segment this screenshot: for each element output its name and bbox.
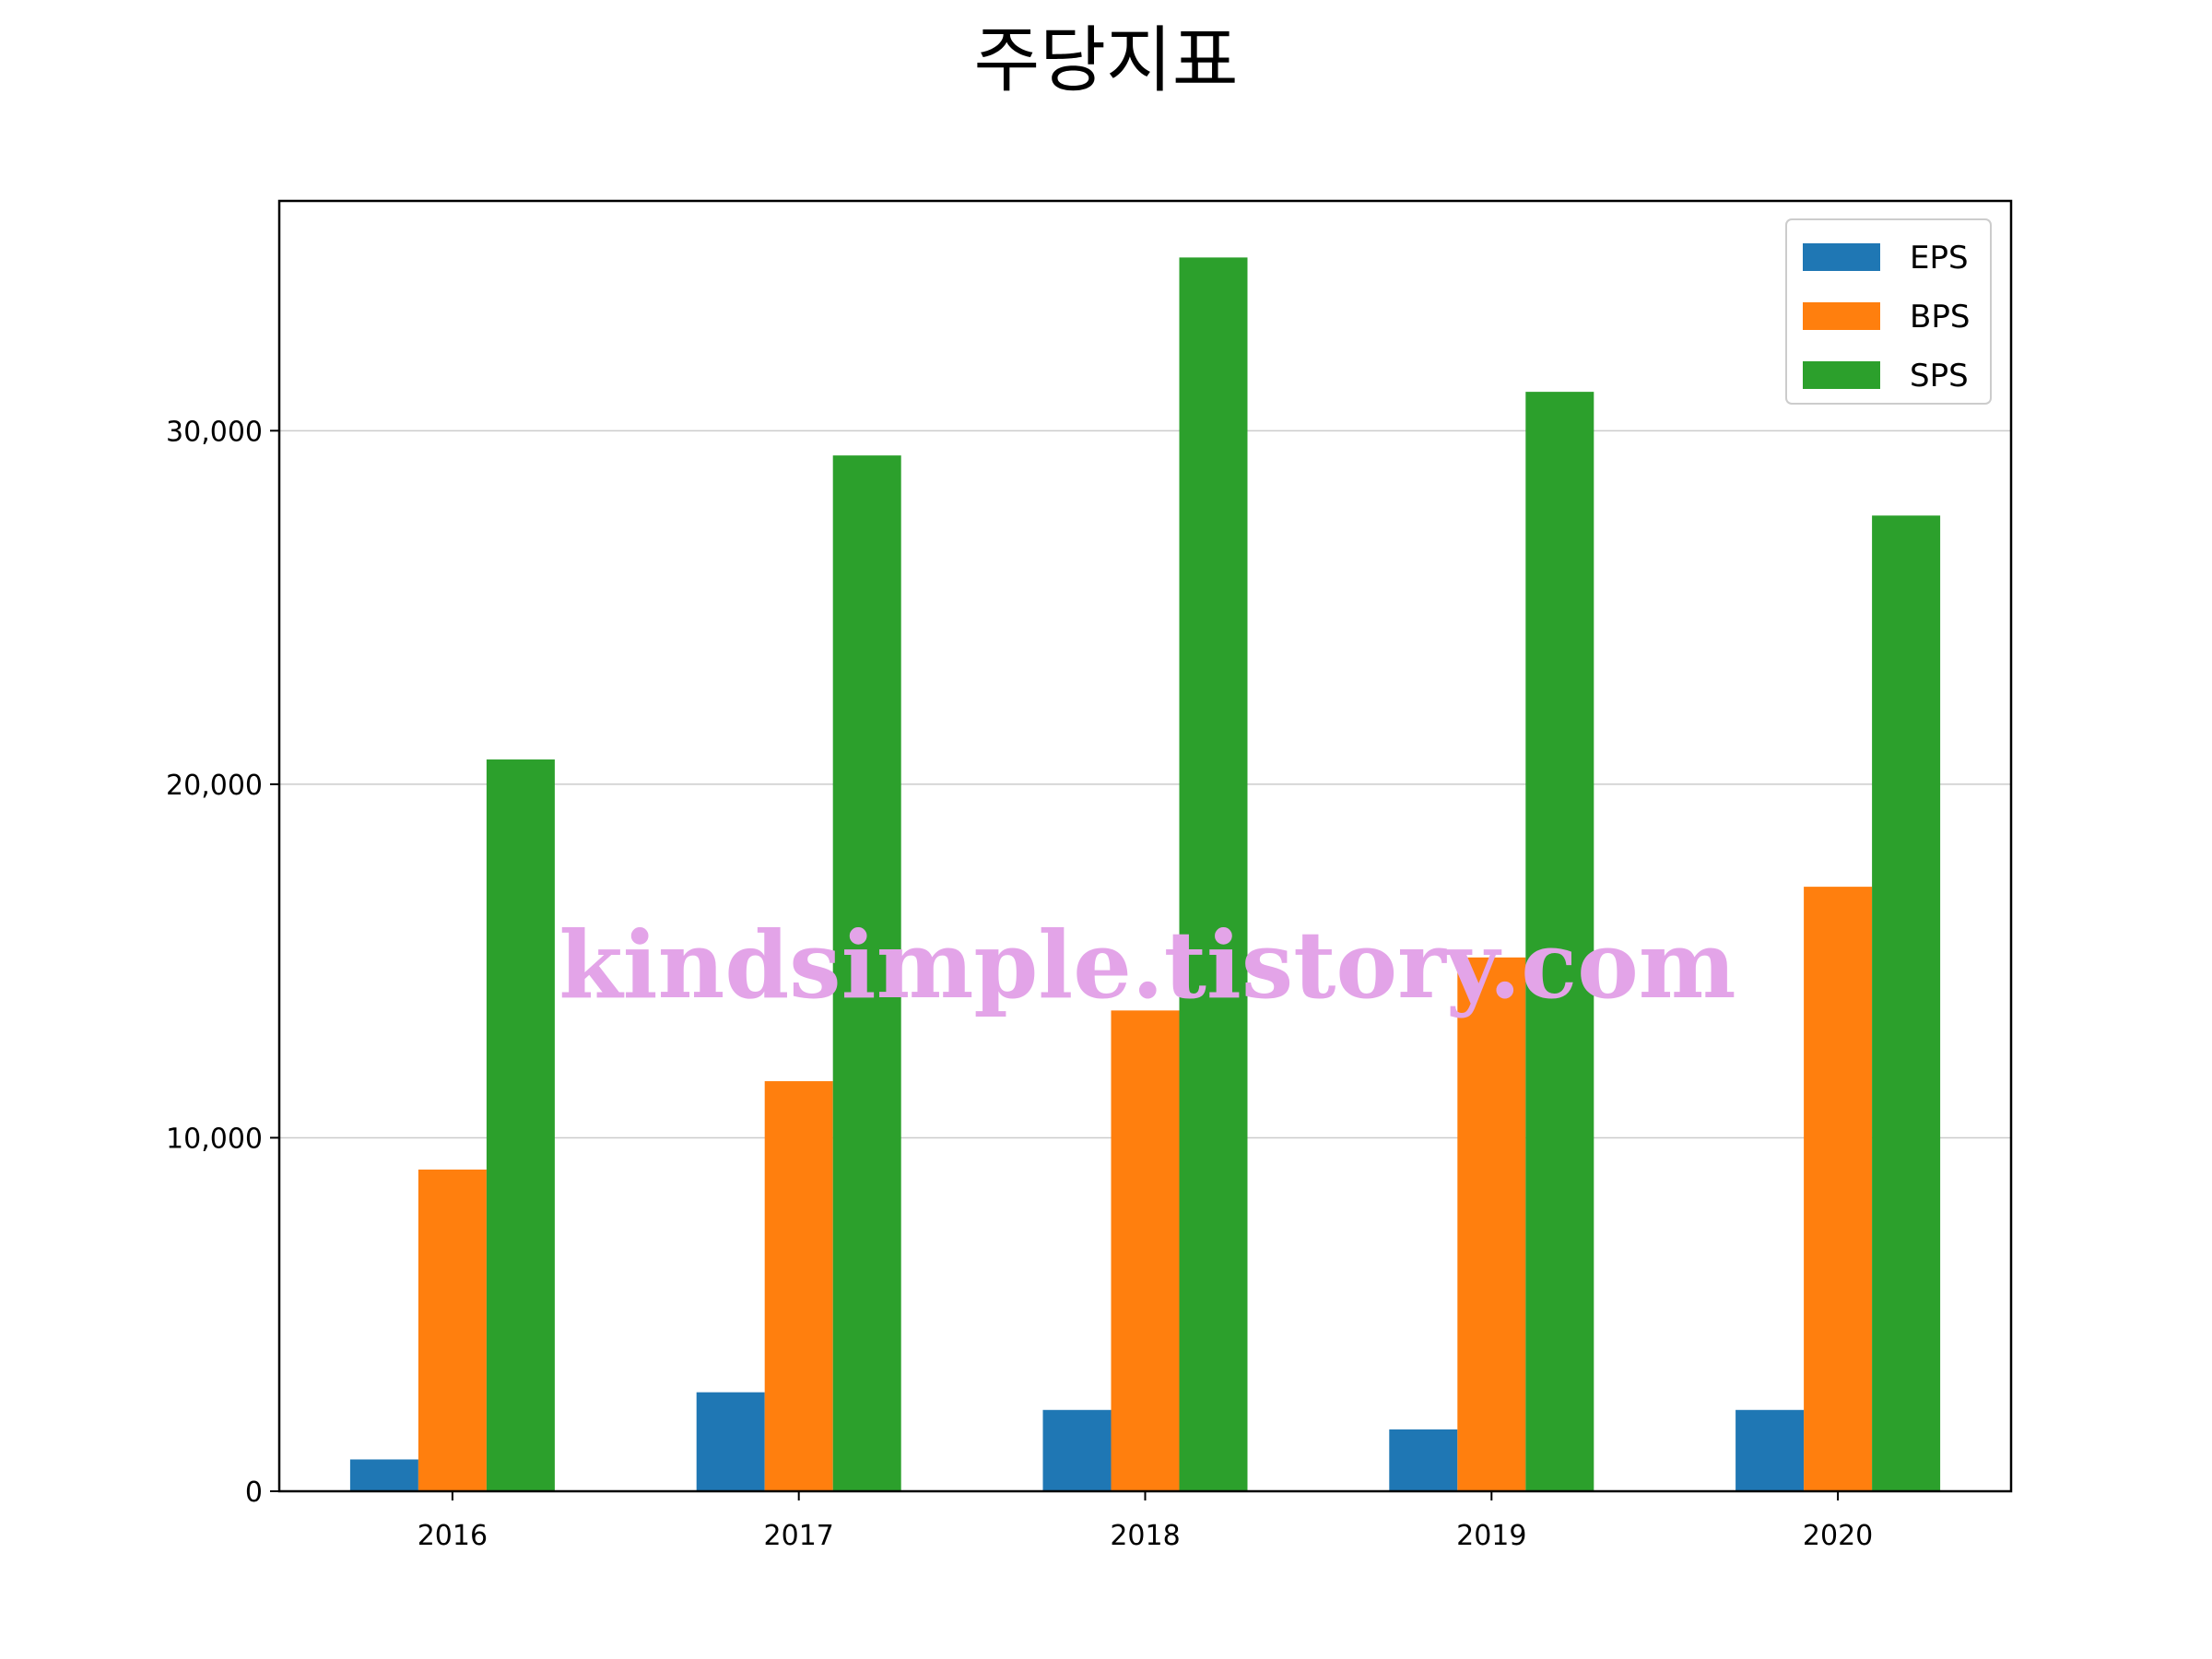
y-tick-label: 30,000 — [166, 416, 263, 448]
legend-swatch-bps — [1803, 302, 1880, 330]
y-tick-label: 20,000 — [166, 770, 263, 802]
legend-swatch-sps — [1803, 361, 1880, 389]
bar-bps-2016 — [418, 1169, 487, 1491]
bar-eps-2018 — [1042, 1409, 1112, 1491]
bar-bps-2019 — [1457, 957, 1526, 1491]
x-axis: 2016 2017 2018 2019 2020 — [418, 1491, 1873, 1552]
x-tick-label: 2017 — [764, 1520, 834, 1552]
bar-bps-2020 — [1804, 887, 1873, 1491]
legend-label-sps: SPS — [1910, 358, 1969, 394]
chart-title: 주당지표 — [973, 19, 1238, 102]
bar-sps-2018 — [1179, 257, 1248, 1491]
watermark: kindsimple.tistory.com — [559, 911, 1735, 1019]
legend: EPS BPS SPS — [1785, 218, 1992, 405]
bars — [349, 257, 1941, 1491]
legend-label-eps: EPS — [1910, 240, 1969, 276]
bar-sps-2020 — [1872, 515, 1941, 1491]
bar-sps-2017 — [832, 455, 901, 1491]
y-tick-label: 0 — [245, 1477, 263, 1509]
bar-eps-2017 — [696, 1392, 765, 1491]
legend-swatch-eps — [1803, 243, 1880, 271]
bar-bps-2017 — [764, 1081, 833, 1491]
x-tick-label: 2019 — [1456, 1520, 1526, 1552]
bar-sps-2016 — [486, 759, 555, 1491]
bar-bps-2018 — [1111, 1010, 1180, 1491]
y-tick-label: 10,000 — [166, 1123, 263, 1155]
legend-label-bps: BPS — [1910, 299, 1970, 335]
bar-eps-2016 — [349, 1459, 418, 1491]
x-tick-label: 2016 — [418, 1520, 488, 1552]
bar-eps-2019 — [1389, 1429, 1458, 1491]
x-tick-label: 2018 — [1110, 1520, 1180, 1552]
bar-sps-2019 — [1525, 392, 1594, 1491]
x-tick-label: 2020 — [1803, 1520, 1873, 1552]
bar-eps-2020 — [1735, 1409, 1805, 1491]
y-axis: 0 10,000 20,000 30,000 — [166, 416, 279, 1509]
